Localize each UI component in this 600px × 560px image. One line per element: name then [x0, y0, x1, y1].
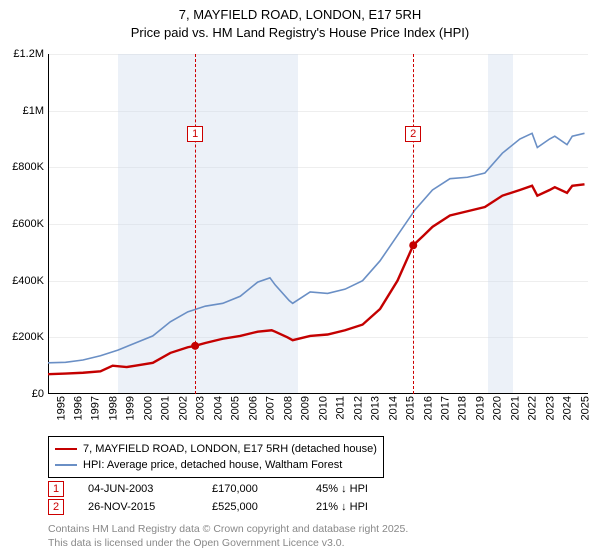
chart-container: 7, MAYFIELD ROAD, LONDON, E17 5RH Price … — [0, 0, 600, 560]
x-tick-label: 1995 — [55, 396, 67, 420]
x-tick-label: 2020 — [492, 396, 504, 420]
transaction-badge: 2 — [48, 499, 64, 515]
y-tick-label: £1.2M — [0, 48, 48, 60]
x-tick-label: 2015 — [405, 396, 417, 420]
transaction-row: 2 26-NOV-2015 £525,000 21% ↓ HPI — [48, 498, 368, 516]
x-tick-label: 2022 — [527, 396, 539, 420]
event-badge: 1 — [187, 126, 203, 142]
legend-label: HPI: Average price, detached house, Walt… — [83, 459, 342, 471]
x-tick-label: 2016 — [422, 396, 434, 420]
event-dashed-line — [195, 54, 196, 394]
x-tick-label: 2025 — [579, 396, 591, 420]
legend-row: HPI: Average price, detached house, Walt… — [55, 457, 377, 473]
y-tick-label: £400K — [0, 275, 48, 287]
line-series-svg — [48, 54, 588, 394]
x-tick-label: 2010 — [317, 396, 329, 420]
footer-line-2: This data is licensed under the Open Gov… — [48, 536, 408, 550]
transaction-delta: 45% ↓ HPI — [316, 483, 368, 495]
x-tick-label: 2001 — [160, 396, 172, 420]
transaction-badge: 1 — [48, 481, 64, 497]
legend-row: 7, MAYFIELD ROAD, LONDON, E17 5RH (detac… — [55, 441, 377, 457]
x-tick-label: 1997 — [90, 396, 102, 420]
legend-label: 7, MAYFIELD ROAD, LONDON, E17 5RH (detac… — [83, 443, 377, 455]
footer-attribution: Contains HM Land Registry data © Crown c… — [48, 522, 408, 550]
chart-title: 7, MAYFIELD ROAD, LONDON, E17 5RH Price … — [0, 0, 600, 41]
x-tick-label: 2000 — [142, 396, 154, 420]
y-tick-label: £600K — [0, 218, 48, 230]
x-tick-label: 2024 — [562, 396, 574, 420]
x-tick-label: 2019 — [474, 396, 486, 420]
x-tick-label: 2002 — [177, 396, 189, 420]
y-tick-label: £0 — [0, 388, 48, 400]
y-tick-label: £1M — [0, 105, 48, 117]
x-tick-label: 2004 — [212, 396, 224, 420]
footer-line-1: Contains HM Land Registry data © Crown c… — [48, 522, 408, 536]
event-badge: 2 — [405, 126, 421, 142]
transaction-date: 26-NOV-2015 — [88, 501, 188, 513]
legend-box: 7, MAYFIELD ROAD, LONDON, E17 5RH (detac… — [48, 436, 384, 478]
transaction-row: 1 04-JUN-2003 £170,000 45% ↓ HPI — [48, 480, 368, 498]
x-tick-label: 2011 — [335, 396, 347, 420]
y-tick-label: £200K — [0, 331, 48, 343]
x-tick-label: 2007 — [265, 396, 277, 420]
x-tick-label: 2012 — [352, 396, 364, 420]
x-tick-label: 2017 — [439, 396, 451, 420]
x-tick-label: 2009 — [300, 396, 312, 420]
title-line-2: Price paid vs. HM Land Registry's House … — [0, 24, 600, 42]
x-tick-label: 2021 — [509, 396, 521, 420]
transaction-date: 04-JUN-2003 — [88, 483, 188, 495]
y-tick-label: £800K — [0, 161, 48, 173]
transaction-price: £525,000 — [212, 501, 292, 513]
x-tick-label: 2023 — [544, 396, 556, 420]
x-tick-label: 1996 — [72, 396, 84, 420]
series-hpi — [48, 133, 585, 363]
x-tick-label: 2013 — [370, 396, 382, 420]
x-tick-label: 2005 — [230, 396, 242, 420]
x-tick-label: 2018 — [457, 396, 469, 420]
x-tick-label: 2008 — [282, 396, 294, 420]
transaction-delta: 21% ↓ HPI — [316, 501, 368, 513]
title-line-1: 7, MAYFIELD ROAD, LONDON, E17 5RH — [0, 6, 600, 24]
transaction-price: £170,000 — [212, 483, 292, 495]
event-dashed-line — [413, 54, 414, 394]
legend-swatch — [55, 448, 77, 451]
x-tick-label: 1998 — [107, 396, 119, 420]
x-tick-label: 2014 — [387, 396, 399, 420]
transaction-table: 1 04-JUN-2003 £170,000 45% ↓ HPI 2 26-NOV-201… — [48, 480, 368, 516]
x-tick-label: 2006 — [247, 396, 259, 420]
x-tick-label: 2003 — [195, 396, 207, 420]
x-tick-label: 1999 — [125, 396, 137, 420]
legend-swatch — [55, 464, 77, 466]
